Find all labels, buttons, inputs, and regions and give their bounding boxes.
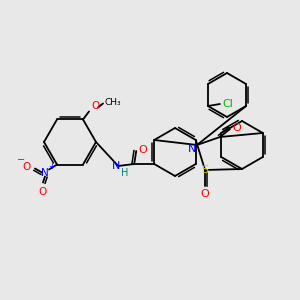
Text: H: H xyxy=(121,168,128,178)
Text: O: O xyxy=(39,187,47,196)
Text: N: N xyxy=(188,144,196,154)
Text: Cl: Cl xyxy=(223,99,233,109)
Text: N: N xyxy=(41,167,49,178)
Text: O: O xyxy=(23,161,31,172)
Text: O: O xyxy=(92,101,100,112)
Text: N: N xyxy=(112,161,120,171)
Text: +: + xyxy=(49,162,56,171)
Text: S: S xyxy=(201,165,208,175)
Text: O: O xyxy=(232,123,242,133)
Text: −: − xyxy=(17,154,25,164)
Text: O: O xyxy=(201,189,209,199)
Text: O: O xyxy=(139,145,148,155)
Text: CH₃: CH₃ xyxy=(105,98,121,107)
